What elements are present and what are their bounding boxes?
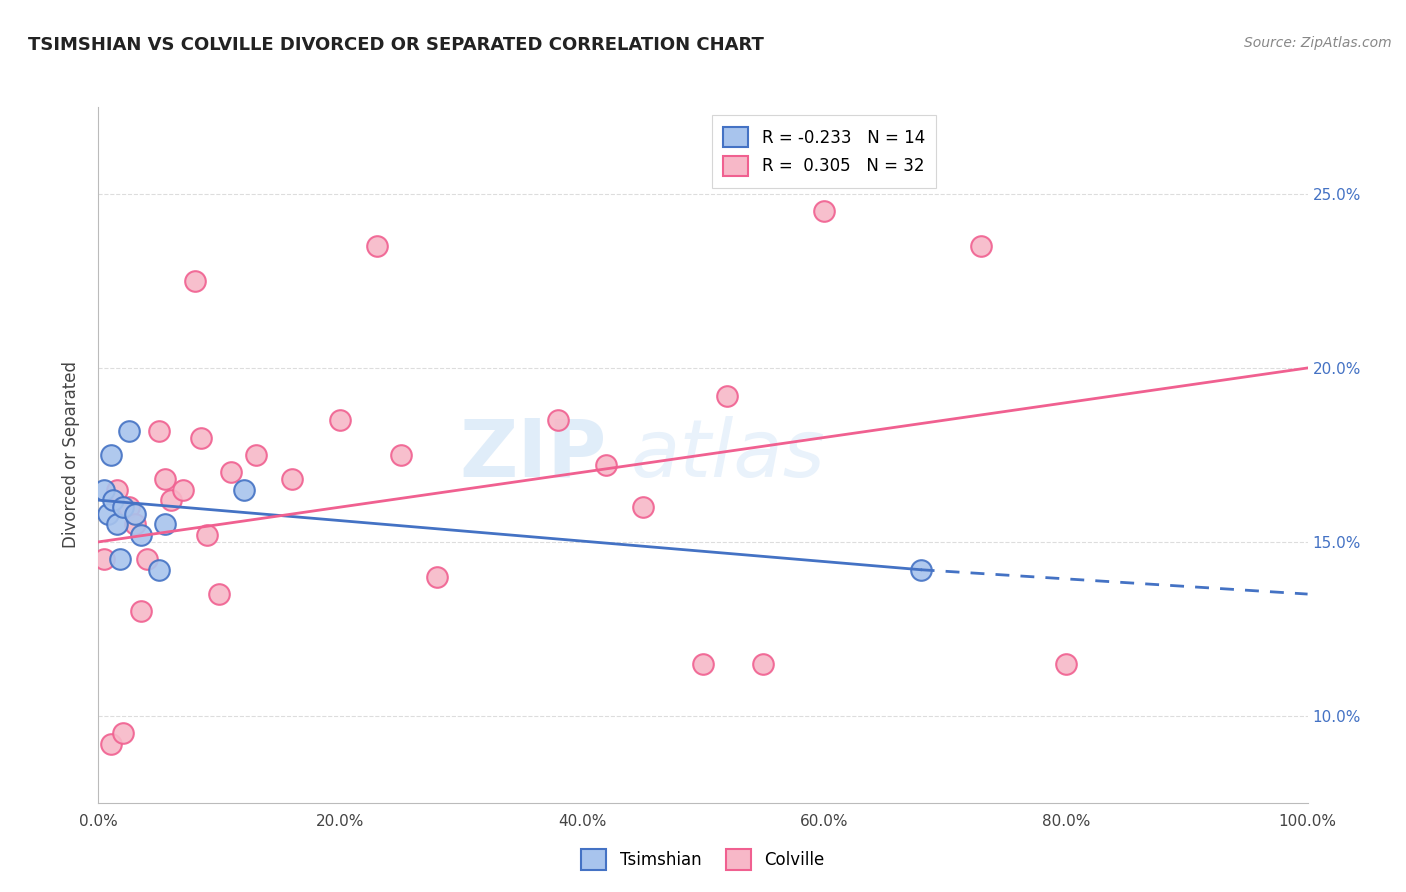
- Text: Source: ZipAtlas.com: Source: ZipAtlas.com: [1244, 36, 1392, 50]
- Point: [366, 239, 388, 253]
- Point: [813, 204, 835, 219]
- Point: [595, 458, 617, 473]
- Point: [208, 587, 231, 601]
- Point: [221, 465, 243, 479]
- Point: [129, 605, 152, 619]
- Point: [970, 239, 993, 253]
- Point: [547, 413, 569, 427]
- Point: [93, 552, 115, 566]
- Point: [631, 500, 654, 514]
- Point: [118, 500, 141, 514]
- Point: [100, 737, 122, 751]
- Point: [124, 507, 146, 521]
- Point: [910, 563, 932, 577]
- Point: [105, 517, 128, 532]
- Point: [172, 483, 194, 497]
- Point: [101, 493, 124, 508]
- Text: TSIMSHIAN VS COLVILLE DIVORCED OR SEPARATED CORRELATION CHART: TSIMSHIAN VS COLVILLE DIVORCED OR SEPARA…: [28, 36, 763, 54]
- Text: ZIP: ZIP: [458, 416, 606, 494]
- Point: [329, 413, 352, 427]
- Point: [160, 493, 183, 508]
- Point: [108, 552, 131, 566]
- Point: [118, 424, 141, 438]
- Point: [129, 528, 152, 542]
- Point: [124, 517, 146, 532]
- Point: [135, 552, 157, 566]
- Point: [153, 472, 176, 486]
- Point: [153, 517, 176, 532]
- Point: [111, 726, 134, 740]
- Y-axis label: Divorced or Separated: Divorced or Separated: [62, 361, 80, 549]
- Point: [97, 507, 120, 521]
- Point: [105, 483, 128, 497]
- Point: [184, 274, 207, 288]
- Point: [148, 563, 170, 577]
- Point: [716, 389, 738, 403]
- Point: [100, 448, 122, 462]
- Point: [426, 569, 449, 583]
- Point: [389, 448, 412, 462]
- Point: [232, 483, 254, 497]
- Point: [281, 472, 304, 486]
- Point: [190, 430, 212, 444]
- Point: [148, 424, 170, 438]
- Point: [111, 500, 134, 514]
- Point: [93, 483, 115, 497]
- Text: atlas: atlas: [630, 416, 825, 494]
- Point: [195, 528, 218, 542]
- Point: [752, 657, 775, 671]
- Point: [245, 448, 267, 462]
- Point: [692, 657, 714, 671]
- Legend: Tsimshian, Colville: Tsimshian, Colville: [572, 841, 834, 878]
- Point: [1054, 657, 1077, 671]
